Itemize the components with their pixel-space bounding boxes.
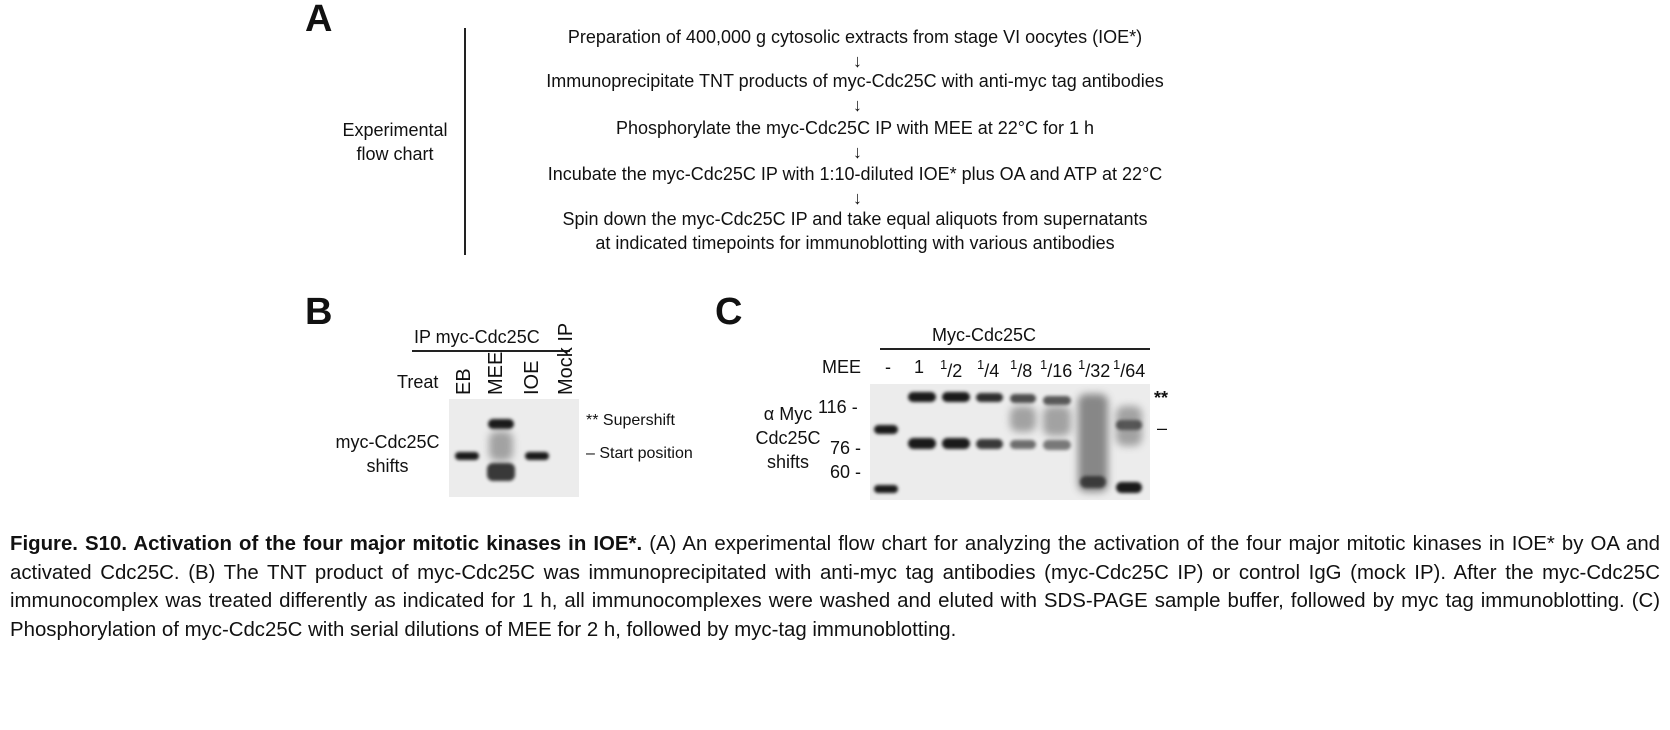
- band-c-lane1-start: [874, 425, 898, 434]
- flow-step-1: Preparation of 400,000 g cytosolic extra…: [567, 27, 1143, 47]
- caption-body: (A) An experimental flow chart for analy…: [10, 533, 1660, 641]
- flow-arrow-1: ↓: [853, 51, 862, 71]
- flow-side-label-line1: Experimental: [342, 120, 448, 140]
- western-blot-b: [449, 399, 579, 497]
- band-eb-start: [455, 452, 479, 460]
- mw-marker-60: 60 -: [830, 462, 862, 482]
- band-mee-supershift: [488, 419, 514, 429]
- panel-a-letter: A: [305, 0, 333, 40]
- frac-num: 1: [940, 357, 948, 372]
- band-c-lane4-upper: [976, 393, 1003, 402]
- start-position-text: Start position: [599, 445, 693, 462]
- flow-step-2: Immunoprecipitate TNT products of myc-Cd…: [546, 71, 1164, 91]
- start-position-symbol: –: [586, 445, 595, 462]
- c-supershift-marker: **: [1154, 388, 1169, 408]
- blot-b-label-line2: shifts: [366, 456, 409, 476]
- blot-c-label-line3: shifts: [766, 452, 809, 472]
- caption-title: Figure. S10. Activation of the four majo…: [10, 533, 643, 555]
- myc-cdc25c-underline: [880, 348, 1150, 350]
- blot-b-label: myc-Cdc25C shifts: [325, 430, 450, 478]
- treat-label: Treat: [397, 372, 439, 392]
- band-c-lane1-low: [874, 485, 898, 493]
- lane-c-1: -: [885, 357, 891, 377]
- lane-c-4: 1/4: [977, 357, 1000, 381]
- band-mee-low: [487, 463, 515, 481]
- panel-c-letter: C: [715, 291, 743, 333]
- flow-side-label: Experimental flow chart: [330, 118, 460, 166]
- lane-c-8: 1/64: [1113, 357, 1146, 381]
- frac-num: 1: [1078, 357, 1086, 372]
- start-position-marker: – Start position: [586, 445, 693, 463]
- flow-step-5: Spin down the myc-Cdc25C IP and take equ…: [562, 209, 1148, 229]
- myc-cdc25c-header: Myc-Cdc25C: [932, 325, 1037, 345]
- frac-num: 1: [977, 357, 985, 372]
- band-c-lane4-lower: [976, 439, 1003, 449]
- blot-c-label: α Myc Cdc25C shifts: [738, 402, 838, 474]
- ip-header: IP myc-Cdc25C: [414, 327, 540, 347]
- supershift-symbol: **: [586, 412, 599, 429]
- lane-label-mock-ip: Mock IP: [555, 322, 577, 395]
- c-start-marker: –: [1157, 418, 1168, 438]
- lane-c-6: 1/16: [1040, 357, 1073, 381]
- flow-divider-line: [464, 28, 466, 255]
- panel-b-letter: B: [305, 291, 333, 333]
- supershift-marker: ** Supershift: [586, 412, 675, 430]
- mee-row-label: MEE: [822, 357, 862, 377]
- blot-b-label-line1: myc-Cdc25C: [335, 432, 440, 452]
- band-c-lane3-upper: [942, 392, 970, 402]
- frac-num: 1: [1113, 357, 1121, 372]
- smear-c-lane7: [1078, 394, 1108, 492]
- frac-num: 1: [1010, 357, 1018, 372]
- blot-c-label-line1: α Myc: [763, 404, 813, 424]
- mw-marker-116: 116 -: [818, 397, 858, 417]
- smear-c-lane5: [1010, 406, 1036, 432]
- smear-c-lane6: [1043, 406, 1071, 436]
- flow-step-6: at indicated timepoints for immunoblotti…: [595, 233, 1115, 253]
- band-c-lane3-lower: [942, 438, 970, 449]
- band-c-lane5-upper: [1010, 394, 1036, 403]
- smear-c-lane8: [1116, 406, 1142, 446]
- band-c-lane5-lower: [1010, 440, 1036, 449]
- band-c-lane6-upper: [1043, 396, 1071, 405]
- smear-mee: [489, 431, 513, 461]
- ip-header-underline: [412, 350, 570, 352]
- lane-c-7: 1/32: [1078, 357, 1111, 381]
- band-c-lane2-lower: [908, 438, 936, 449]
- mw-marker-76: 76 -: [830, 438, 862, 458]
- flow-arrow-4: ↓: [853, 188, 862, 208]
- lane-c-3: 1/2: [940, 357, 963, 381]
- figure-caption: Figure. S10. Activation of the four majo…: [10, 530, 1660, 644]
- band-c-lane7-low: [1080, 476, 1106, 488]
- western-blot-c: [870, 384, 1150, 500]
- lane-c-5: 1/8: [1010, 357, 1033, 381]
- flow-side-label-line2: flow chart: [356, 144, 434, 164]
- lane-label-eb: EB: [453, 368, 475, 395]
- lane-c-2: 1: [914, 357, 925, 377]
- band-c-lane8-low: [1116, 482, 1142, 493]
- band-c-lane6-lower: [1043, 440, 1071, 450]
- lane-label-mee: MEE: [485, 351, 507, 395]
- frac-num: 1: [1040, 357, 1048, 372]
- band-ioe-start: [525, 452, 549, 460]
- flow-step-3: Phosphorylate the myc-Cdc25C IP with MEE…: [615, 118, 1095, 138]
- flow-step-4: Incubate the myc-Cdc25C IP with 1:10-dil…: [547, 164, 1163, 184]
- band-c-lane2-upper: [908, 392, 936, 402]
- flow-arrow-2: ↓: [853, 95, 862, 115]
- lane-label-ioe: IOE: [521, 360, 543, 395]
- supershift-text: Supershift: [602, 412, 675, 429]
- flow-arrow-3: ↓: [853, 142, 862, 162]
- blot-c-label-line2: Cdc25C: [755, 428, 821, 448]
